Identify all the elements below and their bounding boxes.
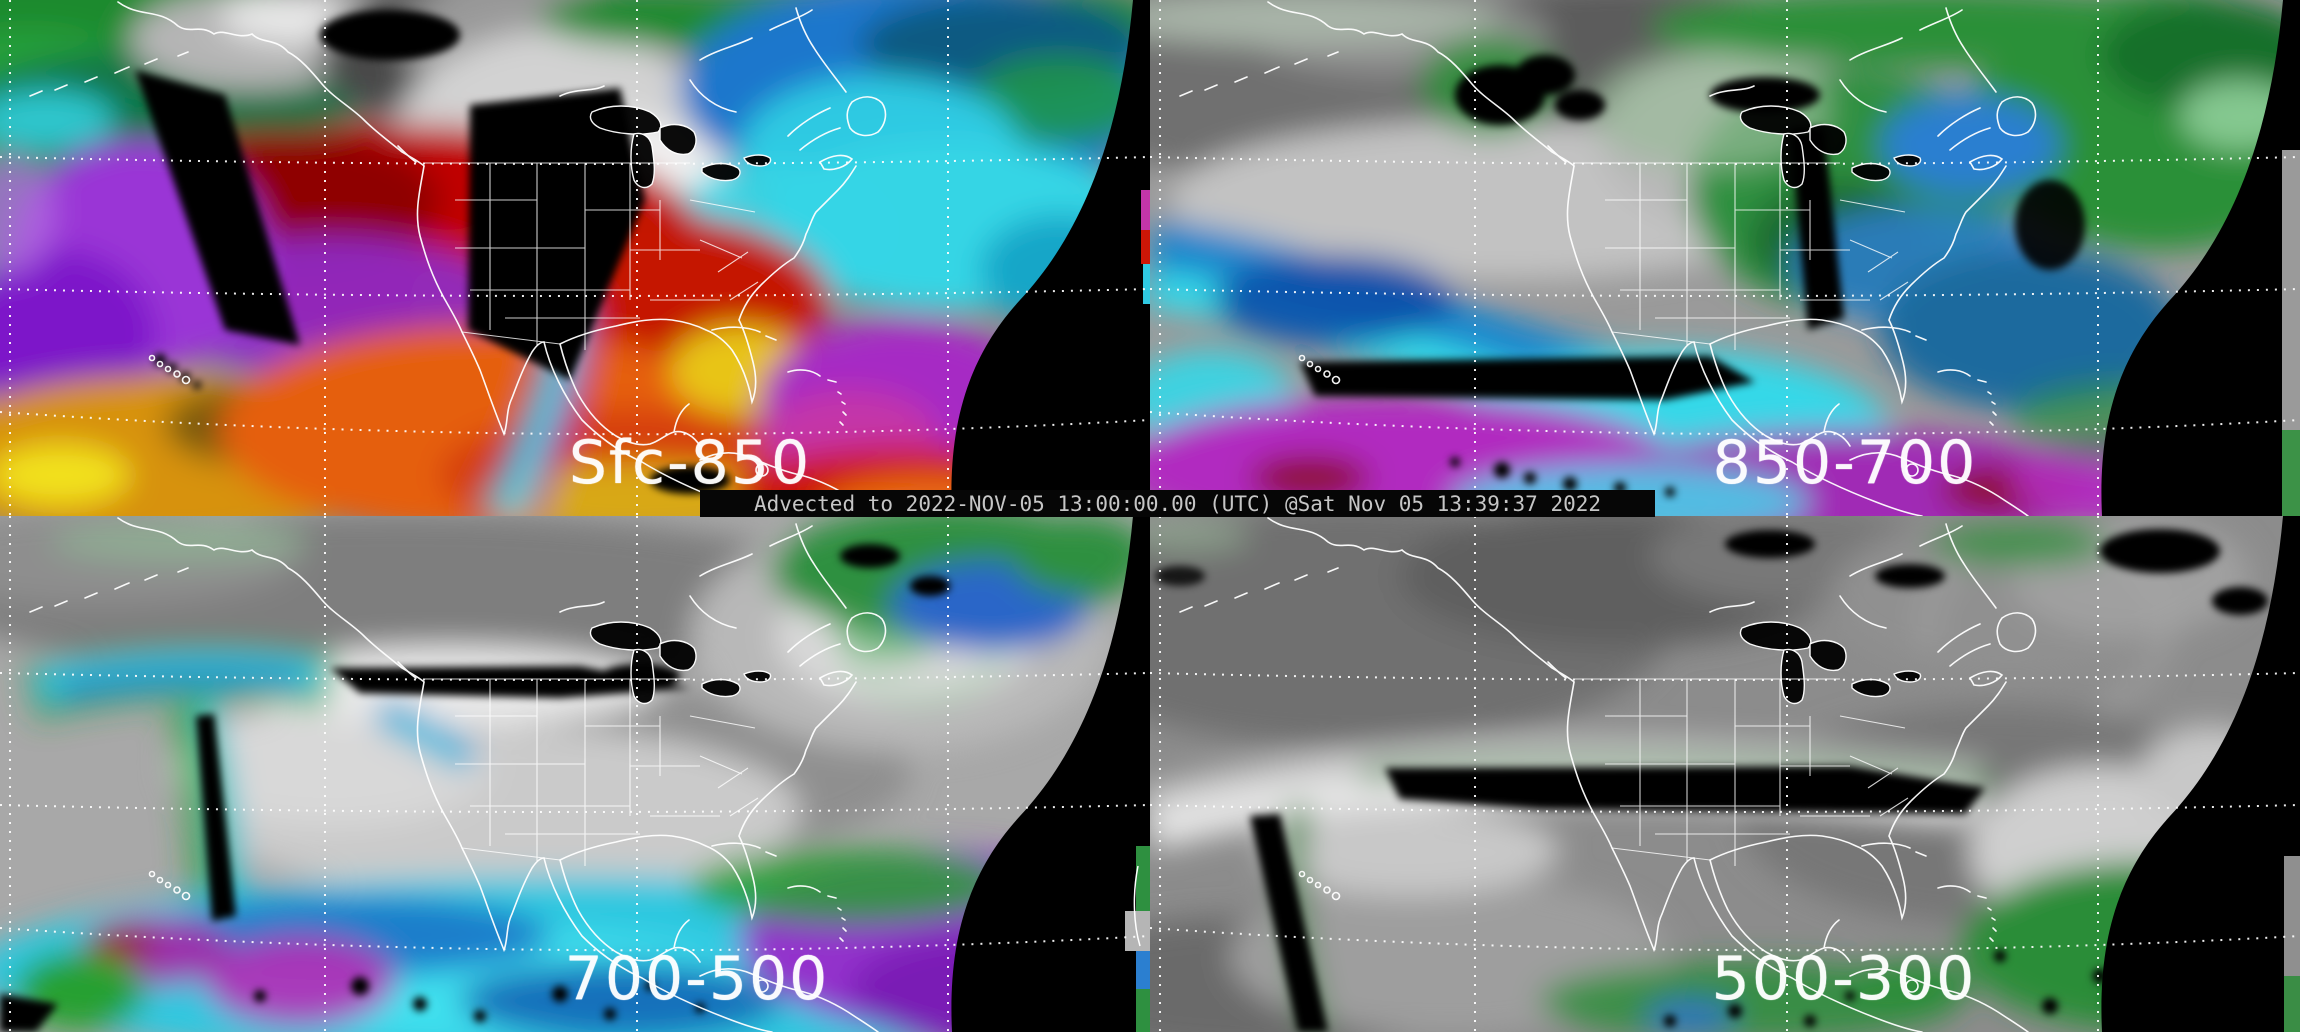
map-panel-sfc-850 (0, 0, 1150, 516)
panel-label-500-300: 500-300 (1711, 944, 1977, 1014)
timestamp-banner: Advected to 2022-NOV-05 13:00:00.00 (UTC… (700, 490, 1655, 517)
panel-label-sfc-850: Sfc-850 (568, 428, 812, 498)
map-panel-500-300 (1150, 516, 2300, 1032)
panel-label-850-700: 850-700 (1712, 428, 1978, 498)
panel-label-700-500: 700-500 (564, 944, 830, 1014)
map-panel-850-700 (1150, 0, 2300, 516)
map-panel-700-500 (0, 516, 1150, 1032)
timestamp-banner-text: Advected to 2022-NOV-05 13:00:00.00 (UTC… (753, 491, 1602, 516)
